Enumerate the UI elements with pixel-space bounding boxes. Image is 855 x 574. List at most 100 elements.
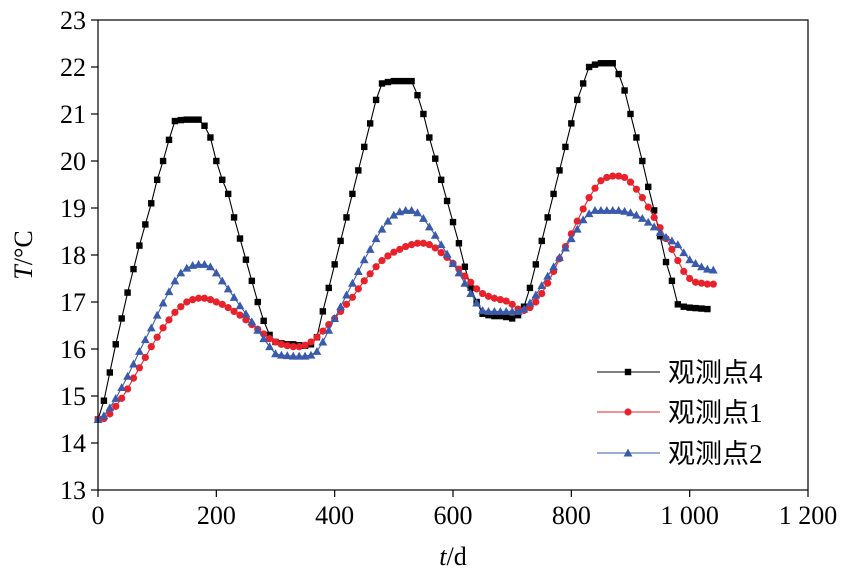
data-point-obs4 [579,80,587,87]
data-point-obs2 [277,350,286,359]
data-point-obs4 [650,207,658,214]
data-point-obs1 [218,300,226,308]
data-point-obs2 [626,208,635,217]
data-point-obs4 [467,284,474,292]
data-point-obs2 [697,262,706,271]
data-point-obs2 [661,232,671,241]
data-point-obs1 [283,342,291,350]
data-point-obs4 [207,134,214,141]
data-point-obs2 [348,278,357,287]
data-point-obs2 [466,289,476,298]
x-tick-label: 200 [197,501,236,530]
data-point-obs2 [578,215,588,224]
data-point-obs1 [147,343,155,351]
data-point-obs4 [384,78,392,86]
data-point-obs4 [366,120,374,127]
data-point-obs4 [627,110,634,118]
data-point-obs2 [123,371,132,380]
data-point-obs4 [372,96,380,104]
data-point-obs1 [372,263,380,271]
data-point-obs4 [704,305,711,313]
y-tick-label: 18 [60,241,86,270]
data-point-obs2 [691,259,700,267]
data-point-obs1 [390,248,398,256]
y-axis-label: T/°C [9,230,38,279]
data-point-obs4 [585,63,593,71]
data-point-obs4 [266,331,273,339]
data-point-obs4 [680,303,687,310]
data-point-obs4 [485,311,492,319]
data-point-obs1 [484,292,493,300]
data-point-obs1 [680,267,688,276]
data-point-obs2 [525,298,535,307]
data-point-obs1 [342,300,351,308]
data-point-obs2 [679,248,689,257]
data-point-obs2 [111,393,121,402]
data-point-obs1 [413,239,422,247]
data-point-obs4 [603,60,611,67]
data-point-obs4 [645,183,652,191]
data-point-obs2 [229,292,239,301]
data-point-obs2 [708,265,718,274]
data-point-obs2 [318,337,328,346]
series-line-obs2 [97,209,714,420]
y-tick-label: 21 [60,100,86,129]
data-point-obs2 [140,335,150,344]
data-point-obs4 [514,311,522,319]
data-point-obs2 [259,334,269,343]
data-point-obs2 [182,263,192,272]
data-point-obs4 [201,122,208,129]
data-point-obs1 [709,280,717,288]
data-point-obs4 [609,60,616,67]
data-point-obs1 [407,241,416,249]
data-point-obs4 [556,167,563,174]
x-tick-label: 1 200 [779,501,838,530]
data-point-obs4 [319,308,327,315]
y-tick-label: 16 [60,335,86,364]
data-point-obs2 [655,228,665,236]
data-point-obs2 [176,268,186,277]
data-point-obs2 [448,259,458,267]
data-point-obs2 [407,205,416,214]
data-point-obs1 [691,278,700,286]
data-point-obs2 [135,346,144,355]
data-point-obs4 [686,304,693,311]
data-point-obs2 [566,234,576,243]
data-point-obs2 [537,281,547,290]
data-point-obs4 [355,167,362,174]
data-point-obs2 [164,287,174,296]
data-point-obs4 [503,313,510,321]
data-point-obs1 [212,298,220,306]
data-point-obs1 [360,277,368,285]
data-point-obs4 [414,92,421,99]
data-point-obs2 [673,240,683,249]
data-point-obs2 [223,284,233,293]
data-point-obs4 [100,397,108,404]
data-point-obs1 [165,316,173,324]
data-point-obs2 [531,290,541,299]
data-point-obs2 [703,264,712,273]
data-point-obs2 [359,255,369,264]
data-point-obs4 [591,61,599,68]
data-point-obs1 [532,298,540,306]
data-point-obs4 [349,190,356,198]
data-point-obs2 [685,255,695,264]
data-point-obs2 [478,306,487,314]
data-point-obs1 [378,257,386,265]
data-point-obs4 [633,134,640,141]
data-point-obs1 [508,300,516,308]
data-point-obs1 [112,402,120,410]
data-point-obs4 [562,143,569,151]
data-point-obs2 [419,213,428,222]
data-point-obs1 [396,245,404,253]
data-point-obs1 [307,338,315,346]
data-point-obs1 [419,239,428,247]
data-point-obs4 [526,284,534,292]
data-point-obs2 [507,307,517,315]
data-point-obs4 [597,60,605,67]
data-point-obs1 [644,203,652,211]
data-point-obs1 [591,184,599,192]
data-point-obs2 [430,230,440,239]
data-point-obs1 [135,364,144,372]
